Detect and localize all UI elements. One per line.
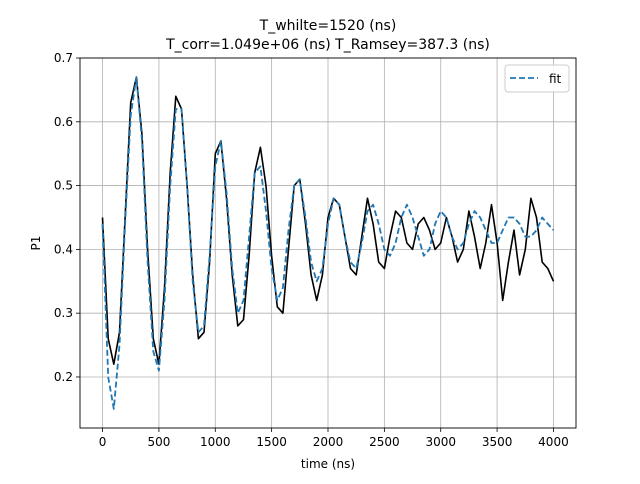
legend: fit	[504, 64, 570, 93]
x-axis-label: time (ns)	[301, 457, 355, 471]
y-tick-label: 0.2	[54, 370, 73, 384]
x-tick-label: 0	[99, 435, 107, 449]
chart-title-line1: T_whilte=1520 (ns)	[259, 18, 397, 34]
x-tick-label: 3500	[482, 435, 513, 449]
data-series-line	[101, 76, 555, 366]
y-tick-label: 0.7	[54, 51, 73, 65]
x-tick-label: 4000	[538, 435, 569, 449]
y-tick-label: 0.5	[54, 179, 73, 193]
y-tick-label: 0.3	[54, 306, 73, 320]
x-tick-label: 500	[147, 435, 170, 449]
y-axis-label: P1	[29, 236, 43, 251]
fit-series-line	[101, 76, 555, 410]
y-tick-label: 0.6	[54, 115, 73, 129]
x-tick-label: 3000	[425, 435, 456, 449]
x-tick-label: 1500	[256, 435, 287, 449]
y-tick-label: 0.4	[54, 242, 73, 256]
x-tick-label: 2000	[313, 435, 344, 449]
axis-ticks: 0 500 1000 1500 2000 2500 3000 3500 4000 0.2 0.3 0.…	[54, 51, 569, 449]
x-tick-label: 2500	[369, 435, 400, 449]
plot-lines	[101, 76, 555, 410]
chart-title-line2: T_corr=1.049e+06 (ns) T_Ramsey=387.3 (ns…	[165, 37, 490, 53]
legend-fit-label: fit	[549, 72, 562, 86]
x-tick-label: 1000	[200, 435, 231, 449]
